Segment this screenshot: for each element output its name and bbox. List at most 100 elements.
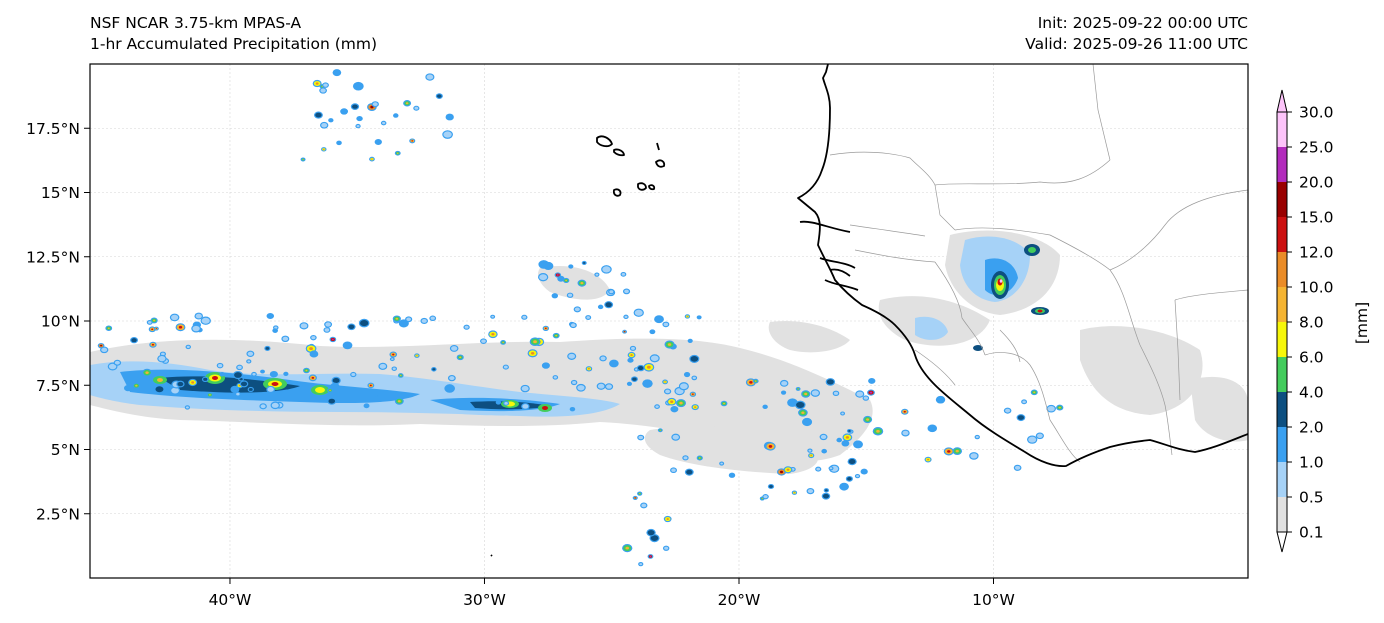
convective-cell-106: [323, 327, 331, 333]
convective-cell-175: [802, 417, 813, 427]
convective-cell-179: [657, 428, 663, 433]
convective-cell-255: [380, 120, 387, 126]
convective-cell-184: [867, 389, 875, 396]
convective-cell-99: [201, 376, 209, 383]
convective-cell-35: [643, 362, 655, 372]
convective-cell-189: [728, 472, 736, 478]
convective-cell-46: [132, 382, 141, 389]
convective-cell-209: [767, 483, 775, 490]
convective-cell-100: [329, 336, 337, 343]
convective-cell-249: [352, 81, 364, 91]
convective-cell-224: [597, 304, 604, 310]
convective-cell-296: [952, 447, 963, 455]
trace-patch-coast-east: [1080, 326, 1203, 415]
convective-cell-219: [821, 448, 828, 454]
bijagos: [829, 268, 851, 277]
convective-cell-72: [130, 336, 138, 344]
convective-cell-101: [97, 342, 105, 349]
longitude-ticks: 40°W 30°W 20°W 10°W: [209, 578, 1015, 609]
convective-cell-230: [601, 265, 612, 274]
light-patch-sierra: [915, 316, 948, 340]
colorbar-swatch-9: [1277, 182, 1287, 217]
convective-cell-182: [862, 395, 870, 401]
convective-cell-244: [562, 277, 570, 284]
convective-cell-275: [638, 562, 644, 567]
colorbar-level-label-12: 30.0: [1299, 104, 1334, 122]
convective-cell-81: [266, 312, 275, 320]
convective-cell-206: [806, 488, 815, 495]
convective-cell-289: [935, 395, 946, 404]
convective-cell-158: [801, 390, 811, 398]
cape-verde-5: [637, 182, 647, 191]
convective-cell-302: [943, 447, 954, 456]
convective-cell-56: [431, 367, 437, 372]
convective-cell-135: [520, 384, 530, 393]
convective-cell-207: [821, 492, 831, 500]
colorbar-level-label-10: 20.0: [1299, 174, 1334, 192]
convective-cell-127: [184, 405, 191, 410]
convective-cell-59: [649, 354, 660, 363]
convective-cell-15: [676, 399, 686, 408]
lat-tick-label-5: 15°N: [41, 184, 80, 202]
convective-cell-227: [554, 272, 562, 278]
convective-cell-90: [239, 380, 249, 388]
convective-cell-93: [696, 315, 702, 320]
colorbar-extend-max: [1276, 89, 1288, 113]
convective-cell-95: [392, 315, 401, 323]
colorbar-swatch-3: [1277, 392, 1287, 427]
lon-tick-label-2: 20°W: [718, 591, 761, 609]
convective-cell-268: [394, 150, 401, 156]
convective-cell-201: [819, 433, 828, 441]
colorbar-swatch-10: [1277, 147, 1287, 182]
convective-cell-257: [445, 113, 454, 121]
convective-cell-7: [236, 364, 243, 371]
convective-cell-96: [664, 340, 675, 349]
convective-cell-54: [570, 379, 578, 386]
convective-cell-301: [901, 408, 909, 415]
convective-cell-55: [521, 402, 530, 410]
convective-cell-238: [573, 306, 582, 313]
convective-cell-277: [637, 491, 643, 496]
valid-time: Valid: 2025-09-26 11:00 UTC: [1025, 35, 1248, 53]
convective-cell-239: [581, 260, 587, 265]
convective-cell-80: [157, 354, 167, 363]
convective-cell-174: [662, 379, 668, 385]
convective-cell-65: [389, 357, 395, 362]
convective-cell-108: [299, 322, 309, 330]
convective-cell-87: [449, 344, 459, 352]
lat-tick-label-4: 12.5°N: [26, 248, 80, 266]
convective-cell-85: [327, 397, 337, 405]
convective-cell-183: [798, 408, 808, 417]
colorbar-level-label-8: 12.0: [1299, 244, 1334, 262]
convective-cell-86: [327, 387, 333, 393]
convective-cell-282: [622, 543, 633, 553]
convective-cell-156: [791, 490, 798, 495]
convective-cell-284: [662, 545, 670, 551]
convective-cell-251: [403, 100, 412, 107]
convective-cell-134: [272, 328, 278, 333]
convective-cell-205: [637, 434, 645, 441]
storm-core-mali: [973, 244, 1049, 351]
convective-cell-279: [647, 554, 654, 559]
convective-cell-88: [324, 321, 333, 328]
convective-cell-290: [1013, 464, 1022, 471]
convective-cell-83: [567, 352, 577, 360]
lon-tick-label-0: 40°W: [209, 591, 252, 609]
convective-cell-51: [663, 388, 672, 395]
convective-cell-50: [232, 370, 244, 380]
convective-cell-79: [230, 385, 240, 393]
convective-cell-261: [369, 156, 375, 162]
convective-cell-160: [845, 475, 853, 482]
convective-cell-254: [371, 101, 379, 108]
convective-cell-148: [259, 403, 267, 410]
colorbar-level-label-4: 4.0: [1299, 384, 1324, 402]
convective-cell-30: [146, 320, 153, 325]
convective-cell-128: [347, 323, 356, 331]
colorbar-swatch-0: [1277, 497, 1287, 532]
convective-cell-5: [363, 403, 370, 409]
convective-cell-272: [319, 87, 327, 94]
convective-cell-242: [577, 279, 587, 287]
precipitation-field: [90, 69, 1248, 567]
colorbar-level-label-3: 2.0: [1299, 419, 1324, 437]
